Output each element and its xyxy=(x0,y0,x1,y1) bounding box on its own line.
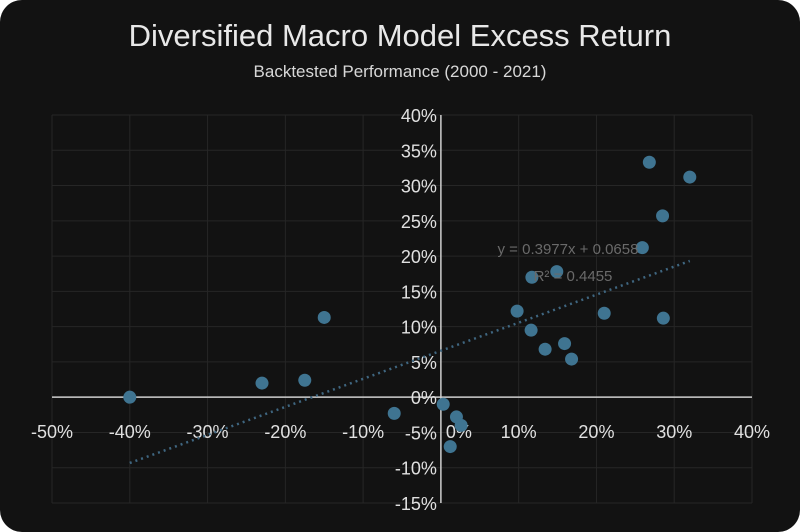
y-tick-label: 15% xyxy=(401,282,437,302)
x-tick-label: 30% xyxy=(656,422,692,442)
data-point xyxy=(538,342,552,356)
y-tick-label: 35% xyxy=(401,141,437,161)
x-tick-label: 40% xyxy=(734,422,770,442)
x-tick-label: -40% xyxy=(109,422,151,442)
y-tick-label: 20% xyxy=(401,247,437,267)
data-point xyxy=(436,397,450,411)
data-point xyxy=(387,406,401,420)
chart-title: Diversified Macro Model Excess Return xyxy=(128,18,672,53)
data-point xyxy=(255,376,269,390)
y-tick-label: 10% xyxy=(401,318,437,338)
data-point xyxy=(443,440,457,454)
data-point xyxy=(123,390,137,404)
y-tick-label: -15% xyxy=(395,494,437,514)
y-tick-label: 40% xyxy=(401,106,437,126)
x-tick-label: 10% xyxy=(501,422,537,442)
x-tick-label: -10% xyxy=(342,422,384,442)
x-tick-label: 20% xyxy=(578,422,614,442)
data-point xyxy=(558,337,572,351)
y-tick-label: 5% xyxy=(411,353,437,373)
data-point xyxy=(656,209,670,223)
data-point xyxy=(524,323,538,337)
data-point xyxy=(656,311,670,325)
data-point xyxy=(642,155,656,169)
data-point xyxy=(550,265,564,279)
data-point xyxy=(454,418,468,432)
data-point xyxy=(510,304,524,318)
data-point xyxy=(525,270,539,284)
y-tick-label: 0% xyxy=(411,388,437,408)
x-tick-label: -50% xyxy=(31,422,73,442)
data-point xyxy=(635,241,649,255)
data-point xyxy=(683,170,697,184)
y-tick-label: -10% xyxy=(395,459,437,479)
data-point xyxy=(317,310,331,324)
trendline-r-squared: R² = 0.4455 xyxy=(534,268,613,285)
data-point xyxy=(597,306,611,320)
x-tick-label: -20% xyxy=(264,422,306,442)
trendline-equation: y = 0.3977x + 0.0658 xyxy=(498,241,639,258)
x-tick-label: -30% xyxy=(187,422,229,442)
data-point xyxy=(565,352,579,366)
y-tick-label: 30% xyxy=(401,177,437,197)
y-tick-label: 25% xyxy=(401,212,437,232)
y-tick-label: -5% xyxy=(405,423,437,443)
chart-subtitle: Backtested Performance (2000 - 2021) xyxy=(253,62,547,81)
data-point xyxy=(298,373,312,387)
